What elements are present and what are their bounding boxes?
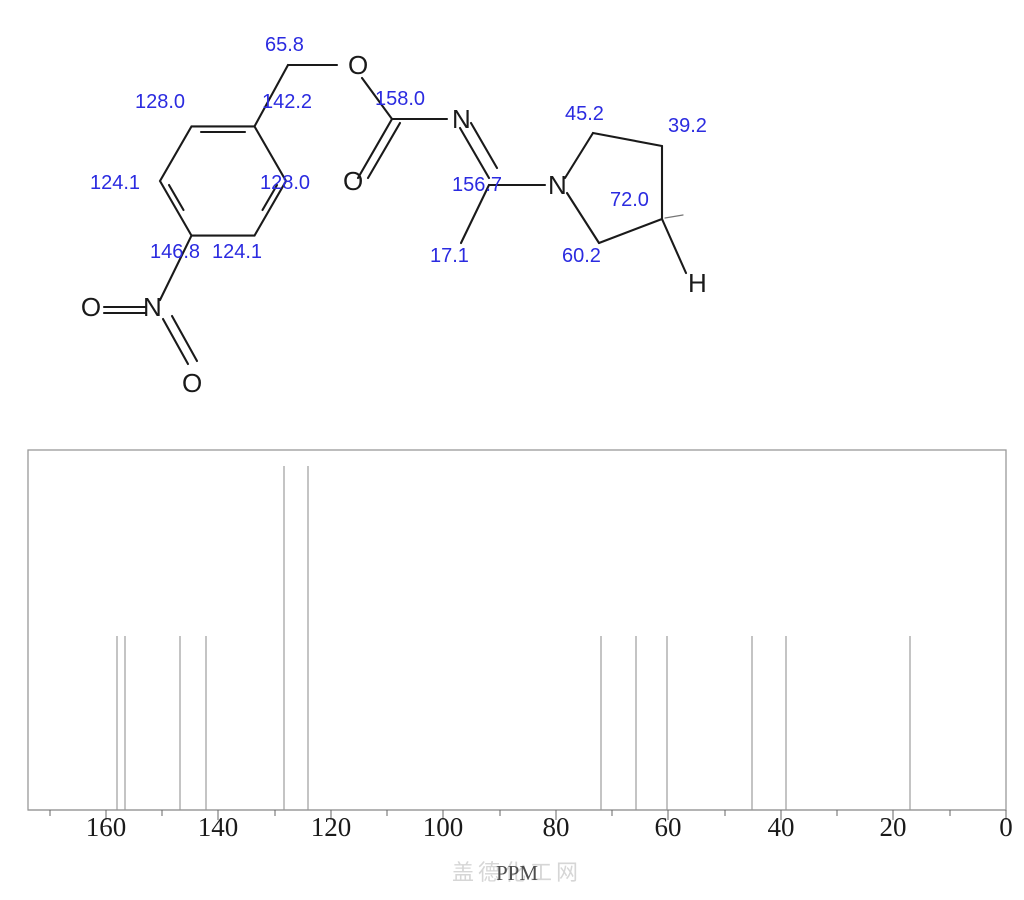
svg-text:128.0: 128.0 <box>135 91 185 113</box>
svg-text:17.1: 17.1 <box>430 245 469 267</box>
svg-text:146.8: 146.8 <box>150 241 200 263</box>
svg-text:60.2: 60.2 <box>562 245 601 267</box>
svg-text:PPM: PPM <box>496 861 538 885</box>
svg-text:60: 60 <box>655 812 682 842</box>
svg-text:124.1: 124.1 <box>90 172 140 194</box>
svg-text:N: N <box>143 292 162 322</box>
svg-text:72.0: 72.0 <box>610 189 649 211</box>
svg-text:160: 160 <box>86 812 127 842</box>
svg-text:N: N <box>548 170 567 200</box>
svg-text:156.7: 156.7 <box>452 174 502 196</box>
svg-text:120: 120 <box>311 812 352 842</box>
svg-text:O: O <box>343 166 363 196</box>
svg-text:O: O <box>348 50 368 80</box>
svg-text:39.2: 39.2 <box>668 115 707 137</box>
svg-text:65.8: 65.8 <box>265 34 304 56</box>
svg-text:100: 100 <box>423 812 464 842</box>
svg-text:128.0: 128.0 <box>260 172 310 194</box>
svg-text:158.0: 158.0 <box>375 88 425 110</box>
svg-text:N: N <box>452 104 471 134</box>
svg-text:124.1: 124.1 <box>212 241 262 263</box>
svg-text:O: O <box>81 292 101 322</box>
svg-text:H: H <box>688 268 707 298</box>
svg-text:20: 20 <box>880 812 907 842</box>
svg-text:O: O <box>182 368 202 398</box>
svg-text:80: 80 <box>543 812 570 842</box>
svg-text:45.2: 45.2 <box>565 103 604 125</box>
svg-text:142.2: 142.2 <box>262 91 312 113</box>
svg-text:0: 0 <box>999 812 1013 842</box>
svg-text:140: 140 <box>198 812 239 842</box>
svg-text:40: 40 <box>768 812 795 842</box>
